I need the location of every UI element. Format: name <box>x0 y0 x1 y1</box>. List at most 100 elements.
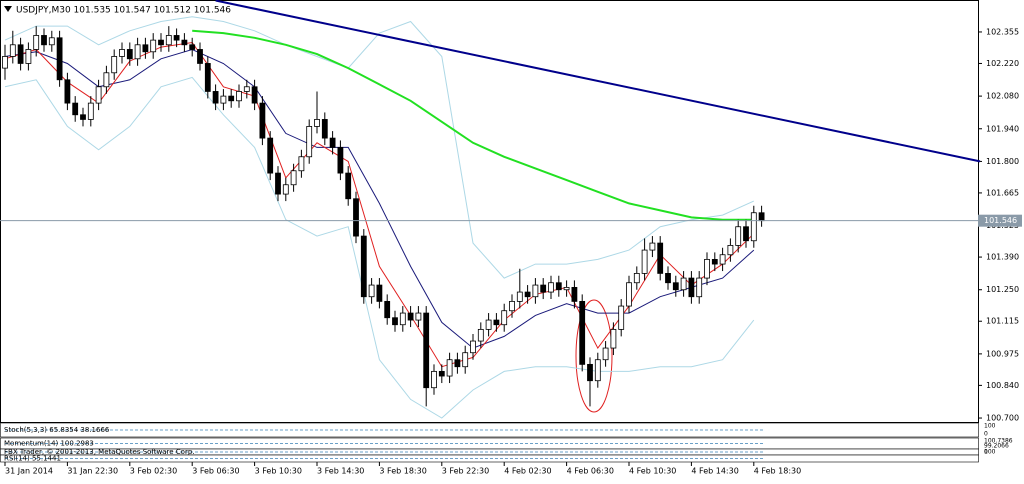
y-tick-label: 102.355 <box>986 27 1019 36</box>
candle-body <box>290 170 297 186</box>
current-price-box <box>978 214 1022 227</box>
candle-body <box>251 86 258 104</box>
candle-body <box>376 284 383 302</box>
candle-body <box>462 352 469 368</box>
x-tick-label: 4 Feb 18:30 <box>754 467 801 476</box>
candle-body <box>727 245 734 256</box>
candle-body <box>680 277 687 291</box>
candle-body <box>594 359 601 382</box>
candle-body <box>501 310 508 326</box>
candle-body <box>477 328 484 342</box>
candle-body <box>314 119 320 127</box>
candle-body <box>540 284 547 293</box>
candle-body <box>438 370 445 377</box>
candle-body <box>111 56 118 74</box>
pane-scale: 100 <box>984 449 996 456</box>
x-tick-label: 4 Feb 02:30 <box>504 467 551 476</box>
candle-body <box>485 319 492 330</box>
candle-body <box>150 39 157 53</box>
candle-body <box>220 95 227 104</box>
candle-body <box>446 359 453 377</box>
indicator-pane <box>0 454 979 463</box>
indicator-line <box>215 0 981 163</box>
candle-body <box>711 259 718 265</box>
candle-body <box>345 172 352 200</box>
y-tick-label: 100.700 <box>986 414 1019 423</box>
x-tick-label: 3 Feb 10:30 <box>255 467 302 476</box>
candle-body <box>719 254 726 265</box>
candle-body <box>618 305 625 330</box>
y-tick-label: 101.940 <box>986 124 1019 133</box>
y-tick-label: 101.800 <box>986 157 1019 166</box>
candle-body <box>579 300 586 365</box>
x-tick-label: 4 Feb 06:30 <box>567 467 614 476</box>
candle-body <box>626 282 632 307</box>
candle-body <box>337 147 344 174</box>
x-tick-label: 3 Feb 02:30 <box>130 467 177 476</box>
candle-body <box>610 328 617 349</box>
current-price-label: 101.546 <box>984 216 1017 225</box>
candle-body <box>2 56 8 69</box>
pane-label: Stoch(5,3,3) 65.8354 38.1666 <box>4 426 110 434</box>
x-tick-label: 4 Feb 10:30 <box>629 467 676 476</box>
candle-body <box>181 39 188 46</box>
candle-body <box>103 72 110 88</box>
x-tick-label: 31 Jan 22:30 <box>67 467 118 476</box>
pane-label: RSI(14) 55.1441 <box>4 455 61 463</box>
candle-body <box>353 198 359 237</box>
y-tick-label: 101.665 <box>986 188 1019 197</box>
candle-body <box>750 212 757 242</box>
candle-body <box>87 102 94 120</box>
candle-body <box>275 172 281 195</box>
candle-body <box>633 273 640 284</box>
candle-body <box>72 102 79 116</box>
candle-body <box>33 35 40 50</box>
candle-body <box>173 35 180 41</box>
candle-body <box>189 44 196 50</box>
x-tick-label: 3 Feb 18:30 <box>379 467 426 476</box>
candle-body <box>368 284 375 298</box>
candle-body <box>41 35 47 46</box>
candle-body <box>548 282 554 293</box>
candle-body <box>696 277 703 298</box>
candle-body <box>142 44 149 53</box>
candle-body <box>704 259 710 279</box>
indicator-pane <box>0 422 979 438</box>
candle-body <box>407 312 414 321</box>
candle-body <box>321 119 328 139</box>
candle-body <box>56 37 63 81</box>
pane-scale: 99.2066 <box>984 443 1009 450</box>
candle-body <box>228 95 235 102</box>
candle-body <box>204 63 211 92</box>
x-tick-label: 31 Jan 2014 <box>5 467 53 476</box>
y-tick-label: 102.220 <box>986 59 1019 68</box>
candle-body <box>758 212 765 222</box>
plot-frame <box>0 0 979 423</box>
symbol-icon <box>4 6 12 12</box>
pane-label: Momentum(14) 100.2983 <box>4 440 94 448</box>
y-tick-label: 100.840 <box>986 381 1019 390</box>
candle-body <box>602 347 609 361</box>
y-tick-label: 101.390 <box>986 253 1019 262</box>
x-tick-label: 3 Feb 14:30 <box>317 467 364 476</box>
candle-body <box>563 286 570 291</box>
candle-body <box>672 282 679 291</box>
y-tick-label: 101.115 <box>986 317 1019 326</box>
candle-body <box>688 277 695 298</box>
y-tick-label: 100.975 <box>986 349 1019 358</box>
candle-body <box>649 242 656 251</box>
candle-body <box>360 235 367 298</box>
candle-body <box>9 44 16 57</box>
indicator-line <box>192 29 754 221</box>
candle-body <box>329 137 336 148</box>
candle-body <box>267 137 274 174</box>
indicator-line <box>4 76 755 419</box>
candle-body <box>532 284 539 298</box>
candle-body <box>95 86 102 104</box>
annotation-ellipse <box>575 299 613 413</box>
candle-body <box>509 300 515 312</box>
candle-body <box>641 249 648 274</box>
candle-body <box>25 49 32 64</box>
candle-body <box>165 35 172 46</box>
candle-body <box>399 312 406 326</box>
